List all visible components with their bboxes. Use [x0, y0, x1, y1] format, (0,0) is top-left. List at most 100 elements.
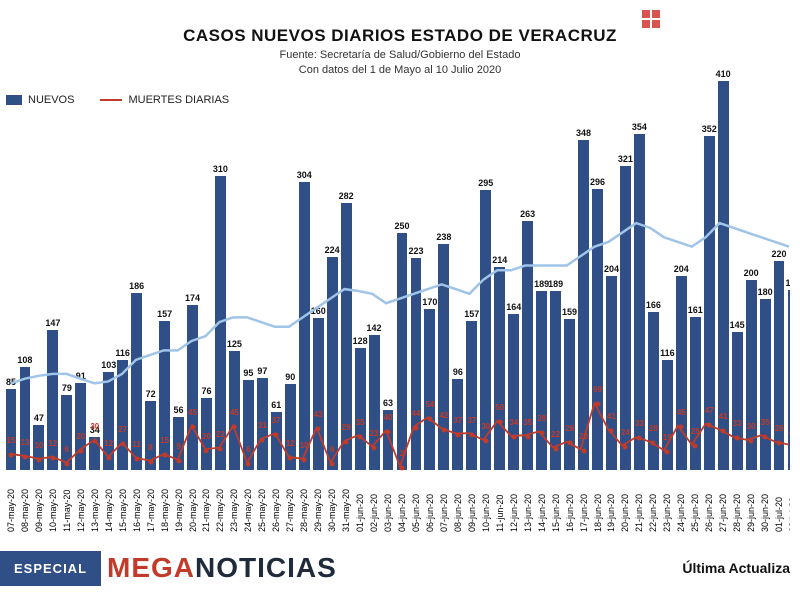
death-point — [288, 456, 293, 461]
death-point — [134, 457, 139, 462]
death-point — [749, 439, 754, 444]
death-point — [190, 425, 195, 430]
x-axis-date-label: 04-jun-20 — [397, 494, 407, 532]
death-value-label: 27 — [118, 425, 127, 434]
death-point — [148, 460, 153, 465]
death-value-label: 11 — [132, 440, 140, 449]
death-value-label: 30 — [481, 422, 490, 431]
death-value-label: 28 — [649, 424, 658, 433]
death-point — [50, 456, 55, 461]
x-axis-date-label: 03-jun-20 — [383, 494, 393, 532]
x-axis-date-label: 02-jun-20 — [369, 494, 379, 532]
x-axis-date-label: 05-jun-20 — [411, 494, 421, 532]
death-value-label: 23 — [370, 429, 379, 438]
death-point — [567, 441, 572, 446]
death-value-label: 28 — [775, 424, 784, 433]
death-value-label: 2 — [400, 449, 404, 458]
x-axis-date-label: 30-may-20 — [327, 489, 337, 532]
x-axis-date-label: 28-may-20 — [299, 489, 309, 532]
death-value-label: 41 — [607, 412, 616, 421]
death-point — [78, 448, 83, 453]
x-axis-date-label: 01-jun-20 — [355, 494, 365, 532]
death-point — [777, 441, 782, 446]
death-value-label: 42 — [439, 411, 448, 420]
x-axis-date-label: 10-jun-20 — [481, 494, 491, 532]
x-axis-date-label: 10-may-20 — [48, 489, 58, 532]
death-point — [413, 426, 418, 431]
death-value-label: 20 — [76, 432, 85, 441]
death-point — [302, 458, 307, 463]
x-axis-date-label: 12-may-20 — [76, 489, 86, 532]
x-axis-date-label: 21-jun-20 — [634, 494, 644, 532]
x-axis-date-label: 23-jun-20 — [662, 494, 672, 532]
death-value-label: 47 — [705, 406, 714, 415]
x-axis-date-label: 11-may-20 — [62, 489, 72, 531]
death-point — [497, 420, 502, 425]
x-axis-date-label: 27-may-20 — [285, 489, 295, 532]
death-point — [707, 423, 712, 428]
death-value-label: 12 — [286, 439, 295, 448]
death-point — [372, 445, 377, 450]
death-value-label: 69 — [593, 385, 602, 394]
bar-value-label: 410 — [715, 69, 731, 79]
death-value-label: 50 — [495, 403, 504, 412]
last-updated-label: Última Actualiza — [682, 560, 790, 576]
x-axis-date-label: 26-jun-20 — [704, 494, 714, 532]
x-axis-date-label: 13-may-20 — [90, 489, 100, 532]
brand-mini-grid — [642, 10, 660, 28]
death-point — [218, 446, 223, 451]
death-value-label: 41 — [719, 412, 728, 421]
x-axis-date-label: 15-may-20 — [118, 489, 128, 532]
chart-subtitle: Fuente: Secretaría de Salud/Gobierno del… — [0, 48, 800, 78]
death-value-label: 25 — [691, 427, 700, 436]
death-value-label: 10 — [34, 441, 43, 450]
x-axis-date-label: 17-may-20 — [146, 489, 156, 532]
death-point — [64, 462, 69, 467]
death-value-label: 15 — [7, 437, 16, 446]
chart-frame: CASOS NUEVOS DIARIOS ESTADO DE VERACRUZ … — [0, 0, 800, 600]
x-axis-date-label: 20-may-20 — [188, 489, 198, 532]
death-value-label: 37 — [467, 416, 476, 425]
legend-label-deaths: MUERTES DIARIAS — [128, 94, 229, 106]
death-value-label: 9 — [176, 442, 180, 451]
crop-mask-right — [790, 0, 800, 600]
death-point — [176, 459, 181, 464]
x-axis-date-label: 23-may-20 — [229, 489, 239, 532]
x-axis-date-label: 14-jun-20 — [537, 494, 547, 532]
death-point — [386, 429, 391, 434]
death-point — [483, 439, 488, 444]
death-value-label: 45 — [188, 408, 197, 417]
x-axis-date-label: 07-may-20 — [6, 489, 16, 532]
footer: ESPECIAL MEGA NOTICIAS Última Actualiza — [0, 536, 800, 600]
x-axis-date-label: 19-jun-20 — [606, 494, 616, 532]
death-point — [330, 462, 335, 467]
death-value-label: 37 — [453, 416, 462, 425]
death-point — [358, 434, 363, 439]
x-axis-date-label: 17-jun-20 — [579, 494, 589, 532]
x-axis-date-label: 15-jun-20 — [551, 494, 561, 532]
x-axis-date-label: 12-jun-20 — [509, 494, 519, 532]
death-value-label: 34 — [509, 419, 518, 428]
x-axis-date-label: 31-may-20 — [341, 489, 351, 532]
x-axis-date-label: 01-jul-20 — [774, 497, 784, 532]
death-value-label: 45 — [677, 408, 686, 417]
death-value-label: 30 — [90, 422, 99, 431]
x-axis-date-label: 29-may-20 — [313, 489, 323, 532]
death-point — [92, 439, 97, 444]
death-point — [637, 436, 642, 441]
death-point — [511, 435, 516, 440]
death-point — [735, 436, 740, 441]
legend-swatch-deaths — [100, 99, 122, 101]
chart-area: 8510847147799134103116186721575617476310… — [0, 110, 796, 470]
death-point — [204, 448, 209, 453]
death-value-label: 31 — [258, 421, 267, 430]
legend-item-cases: NUEVOS — [6, 94, 74, 106]
x-axis-date-label: 09-may-20 — [34, 489, 44, 532]
death-point — [344, 440, 349, 445]
death-point — [609, 428, 614, 433]
death-point — [581, 448, 586, 453]
death-point — [651, 441, 656, 446]
x-axis-date-label: 16-may-20 — [132, 489, 142, 532]
death-point — [260, 438, 265, 443]
death-point — [469, 432, 474, 437]
